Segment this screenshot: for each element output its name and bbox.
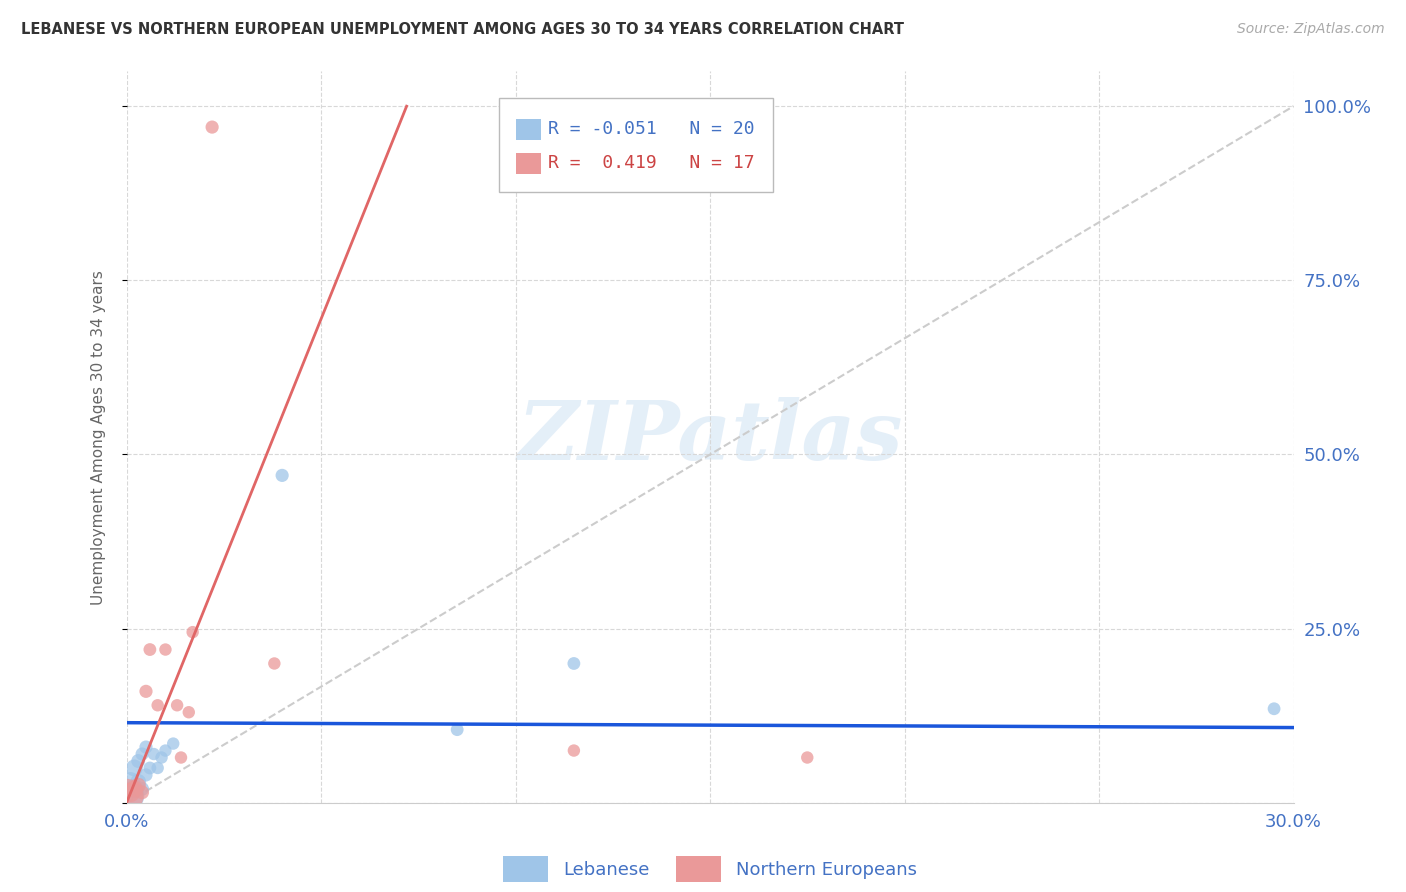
Point: [142, 747, 165, 761]
Point: [201, 120, 224, 134]
Point: [150, 750, 173, 764]
Point: [263, 657, 285, 671]
Point: [131, 785, 153, 799]
Point: [135, 768, 157, 782]
Point: [796, 750, 818, 764]
Point: [146, 698, 169, 713]
Point: [131, 781, 153, 796]
Point: [170, 750, 193, 764]
Point: [271, 468, 294, 483]
Y-axis label: Unemployment Among Ages 30 to 34 years: Unemployment Among Ages 30 to 34 years: [91, 269, 105, 605]
Point: [124, 781, 146, 796]
Point: [166, 698, 188, 713]
Point: [135, 740, 157, 755]
Point: [139, 642, 162, 657]
Text: R =  0.419   N = 17: R = 0.419 N = 17: [548, 154, 755, 172]
Point: [120, 785, 142, 799]
Point: [177, 705, 200, 719]
Point: [127, 754, 149, 768]
Text: R = -0.051   N = 20: R = -0.051 N = 20: [548, 120, 755, 138]
Point: [127, 775, 149, 789]
Point: [1263, 702, 1285, 716]
Point: [562, 657, 585, 671]
Point: [124, 761, 146, 775]
Point: [131, 747, 153, 761]
Point: [124, 781, 146, 796]
Point: [562, 743, 585, 757]
Point: [181, 625, 204, 640]
Text: LEBANESE VS NORTHERN EUROPEAN UNEMPLOYMENT AMONG AGES 30 TO 34 YEARS CORRELATION: LEBANESE VS NORTHERN EUROPEAN UNEMPLOYME…: [21, 22, 904, 37]
Point: [155, 642, 177, 657]
Point: [115, 789, 138, 803]
Point: [146, 761, 169, 775]
Point: [446, 723, 468, 737]
Legend: Lebanese, Northern Europeans: Lebanese, Northern Europeans: [496, 849, 924, 888]
Text: ZIPatlas: ZIPatlas: [517, 397, 903, 477]
Point: [120, 775, 142, 789]
Point: [155, 743, 177, 757]
Point: [139, 761, 162, 775]
Point: [162, 737, 184, 751]
Point: [135, 684, 157, 698]
Text: Source: ZipAtlas.com: Source: ZipAtlas.com: [1237, 22, 1385, 37]
Point: [120, 789, 142, 803]
Point: [127, 778, 149, 792]
